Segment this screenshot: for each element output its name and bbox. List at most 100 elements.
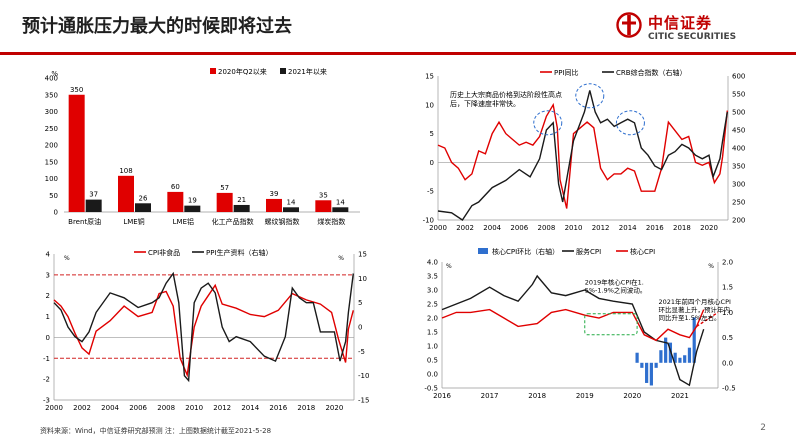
left-axis-unit: % bbox=[446, 263, 452, 270]
right-tick-label: 0.5 bbox=[722, 334, 733, 342]
peak-highlight bbox=[533, 110, 563, 136]
legend-label: 2020年Q2以来 bbox=[218, 67, 267, 76]
left-tick-label: -3 bbox=[43, 397, 50, 405]
bar-data-label: 35 bbox=[319, 191, 328, 199]
left-tick-label: 1 bbox=[46, 313, 50, 321]
bar-core-cpi-mom bbox=[678, 357, 682, 363]
y-tick-label: 0 bbox=[54, 209, 58, 217]
core-cpi-chart: -0.5 0.0 0.5 1.0 1.5 2.0 2.5 3.0 3.5 4.0 -0.5 0.0 0.… bbox=[424, 247, 736, 400]
logo-text-cn: 中信证券 bbox=[648, 14, 713, 32]
x-tick-label: 2017 bbox=[481, 392, 499, 400]
left-tick-label: 2 bbox=[46, 292, 50, 300]
bar-core-cpi-mom bbox=[687, 347, 692, 363]
citic-logo-icon bbox=[616, 12, 642, 38]
right-tick-label: 300 bbox=[732, 181, 745, 189]
ppi-crb-panel: -10 -5 0 5 10 15 200 250 300 350 400 450 500 550 600 20… bbox=[422, 64, 762, 239]
x-tick-label: 2016 bbox=[269, 404, 287, 412]
left-tick-label: -0.5 bbox=[424, 385, 438, 393]
series-core-cpi bbox=[441, 308, 705, 342]
right-axis-unit: % bbox=[708, 263, 714, 270]
y-axis-unit: % bbox=[51, 70, 58, 78]
left-tick-label: 0 bbox=[46, 334, 50, 342]
right-tick-label: 15 bbox=[358, 251, 367, 259]
series-ppi-means bbox=[53, 271, 354, 383]
bar-data-label: 350 bbox=[70, 86, 83, 94]
x-tick-label: Brent原油 bbox=[68, 217, 101, 226]
left-tick-label: 10 bbox=[425, 101, 434, 109]
left-tick-label: -5 bbox=[427, 188, 434, 196]
legend-swatch bbox=[478, 248, 488, 254]
source-note: 资料来源：Wind，中信证券研究部预测 注：上图数据统计截至2021-5-28 bbox=[40, 427, 272, 435]
left-tick-label: 0 bbox=[430, 159, 434, 167]
bar-since-2021 bbox=[283, 207, 299, 212]
y-tick-label: 300 bbox=[45, 108, 58, 116]
legend-swatch bbox=[210, 68, 216, 74]
bar-since-2020q2 bbox=[315, 200, 332, 212]
bar-data-label: 60 bbox=[171, 183, 180, 191]
bar-since-2020q2 bbox=[216, 192, 233, 212]
x-tick-label: LME铜 bbox=[123, 217, 144, 226]
x-tick-label: 2018 bbox=[297, 404, 315, 412]
right-tick-label: -0.5 bbox=[722, 385, 736, 393]
bar-core-cpi-mom bbox=[673, 352, 677, 363]
left-tick-label: 0.5 bbox=[427, 357, 438, 365]
bar-data-label: 39 bbox=[270, 190, 279, 198]
slide-title: 预计通胀压力最大的时候即将过去 bbox=[22, 16, 292, 37]
y-tick-label: 200 bbox=[45, 142, 58, 150]
left-tick-label: 0.0 bbox=[427, 371, 438, 379]
bar-core-cpi-mom bbox=[692, 317, 696, 363]
bar-core-cpi-mom bbox=[654, 362, 658, 368]
bar-core-cpi-mom bbox=[664, 337, 668, 363]
bar-core-cpi-mom bbox=[683, 355, 687, 363]
x-tick-label: 2008 bbox=[537, 224, 555, 232]
y-tick-label: 350 bbox=[45, 91, 58, 99]
legend-label: CPI非食品 bbox=[148, 248, 180, 257]
y-tick-label: 50 bbox=[49, 192, 58, 200]
bar-data-label: 108 bbox=[119, 167, 132, 175]
x-tick-label: 2020 bbox=[325, 404, 343, 412]
right-tick-label: 10 bbox=[358, 275, 367, 283]
x-tick-label: 2012 bbox=[213, 404, 231, 412]
right-tick-label: 0.0 bbox=[722, 359, 733, 367]
legend-label: 2021年以来 bbox=[288, 67, 327, 76]
x-tick-label: 2020 bbox=[623, 392, 641, 400]
bar-since-2020q2 bbox=[167, 191, 184, 212]
legend-label: PPI同比 bbox=[554, 68, 579, 77]
bar-data-label: 14 bbox=[336, 198, 345, 206]
x-tick-label: 2018 bbox=[673, 224, 691, 232]
right-tick-label: 1.5 bbox=[722, 284, 733, 292]
left-tick-label: 5 bbox=[430, 130, 434, 138]
bar-core-cpi-mom bbox=[649, 362, 653, 386]
x-tick-label: 2000 bbox=[45, 404, 63, 412]
left-tick-label: 1.5 bbox=[427, 329, 438, 337]
right-tick-label: 450 bbox=[732, 127, 745, 135]
x-tick-label: 2006 bbox=[129, 404, 147, 412]
x-tick-label: 2004 bbox=[101, 404, 119, 412]
bar-data-label: 57 bbox=[220, 184, 229, 192]
right-tick-label: 400 bbox=[732, 145, 745, 153]
x-tick-label: 2012 bbox=[592, 224, 610, 232]
left-tick-label: -2 bbox=[43, 376, 50, 384]
bar-data-label: 26 bbox=[139, 194, 148, 202]
legend-label: 核心CPI bbox=[630, 247, 655, 256]
x-tick-label: 2021 bbox=[671, 392, 689, 400]
bar-core-cpi-mom bbox=[635, 352, 639, 363]
y-tick-label: 150 bbox=[45, 158, 58, 166]
annotation-text: 历史上大宗商品价格到达阶段性高点后，下降速度非常快。 bbox=[450, 90, 562, 108]
y-tick-label: 250 bbox=[45, 125, 58, 133]
right-tick-label: -5 bbox=[358, 348, 365, 356]
ppi-crb-chart: -10 -5 0 5 10 15 200 250 300 350 400 450 500 550 600 20… bbox=[423, 68, 746, 232]
x-tick-label: 2016 bbox=[646, 224, 664, 232]
x-tick-label: 2010 bbox=[565, 224, 583, 232]
commodity-bar-chart: % 0 50 100 150 200 250 300 350 400 350 37 Brent原油 108… bbox=[45, 67, 360, 226]
left-tick-label: 1.0 bbox=[427, 343, 438, 351]
left-tick-label: 3 bbox=[46, 271, 50, 279]
x-tick-label: 螺纹钢指数 bbox=[265, 217, 300, 226]
legend-label: PPI生产资料（右轴） bbox=[206, 248, 273, 257]
right-tick-label: 600 bbox=[732, 73, 745, 81]
right-tick-label: 1.0 bbox=[722, 309, 733, 317]
bar-data-label: 14 bbox=[287, 198, 296, 206]
x-tick-label: LME铝 bbox=[173, 217, 194, 226]
peak-highlight bbox=[575, 83, 605, 109]
